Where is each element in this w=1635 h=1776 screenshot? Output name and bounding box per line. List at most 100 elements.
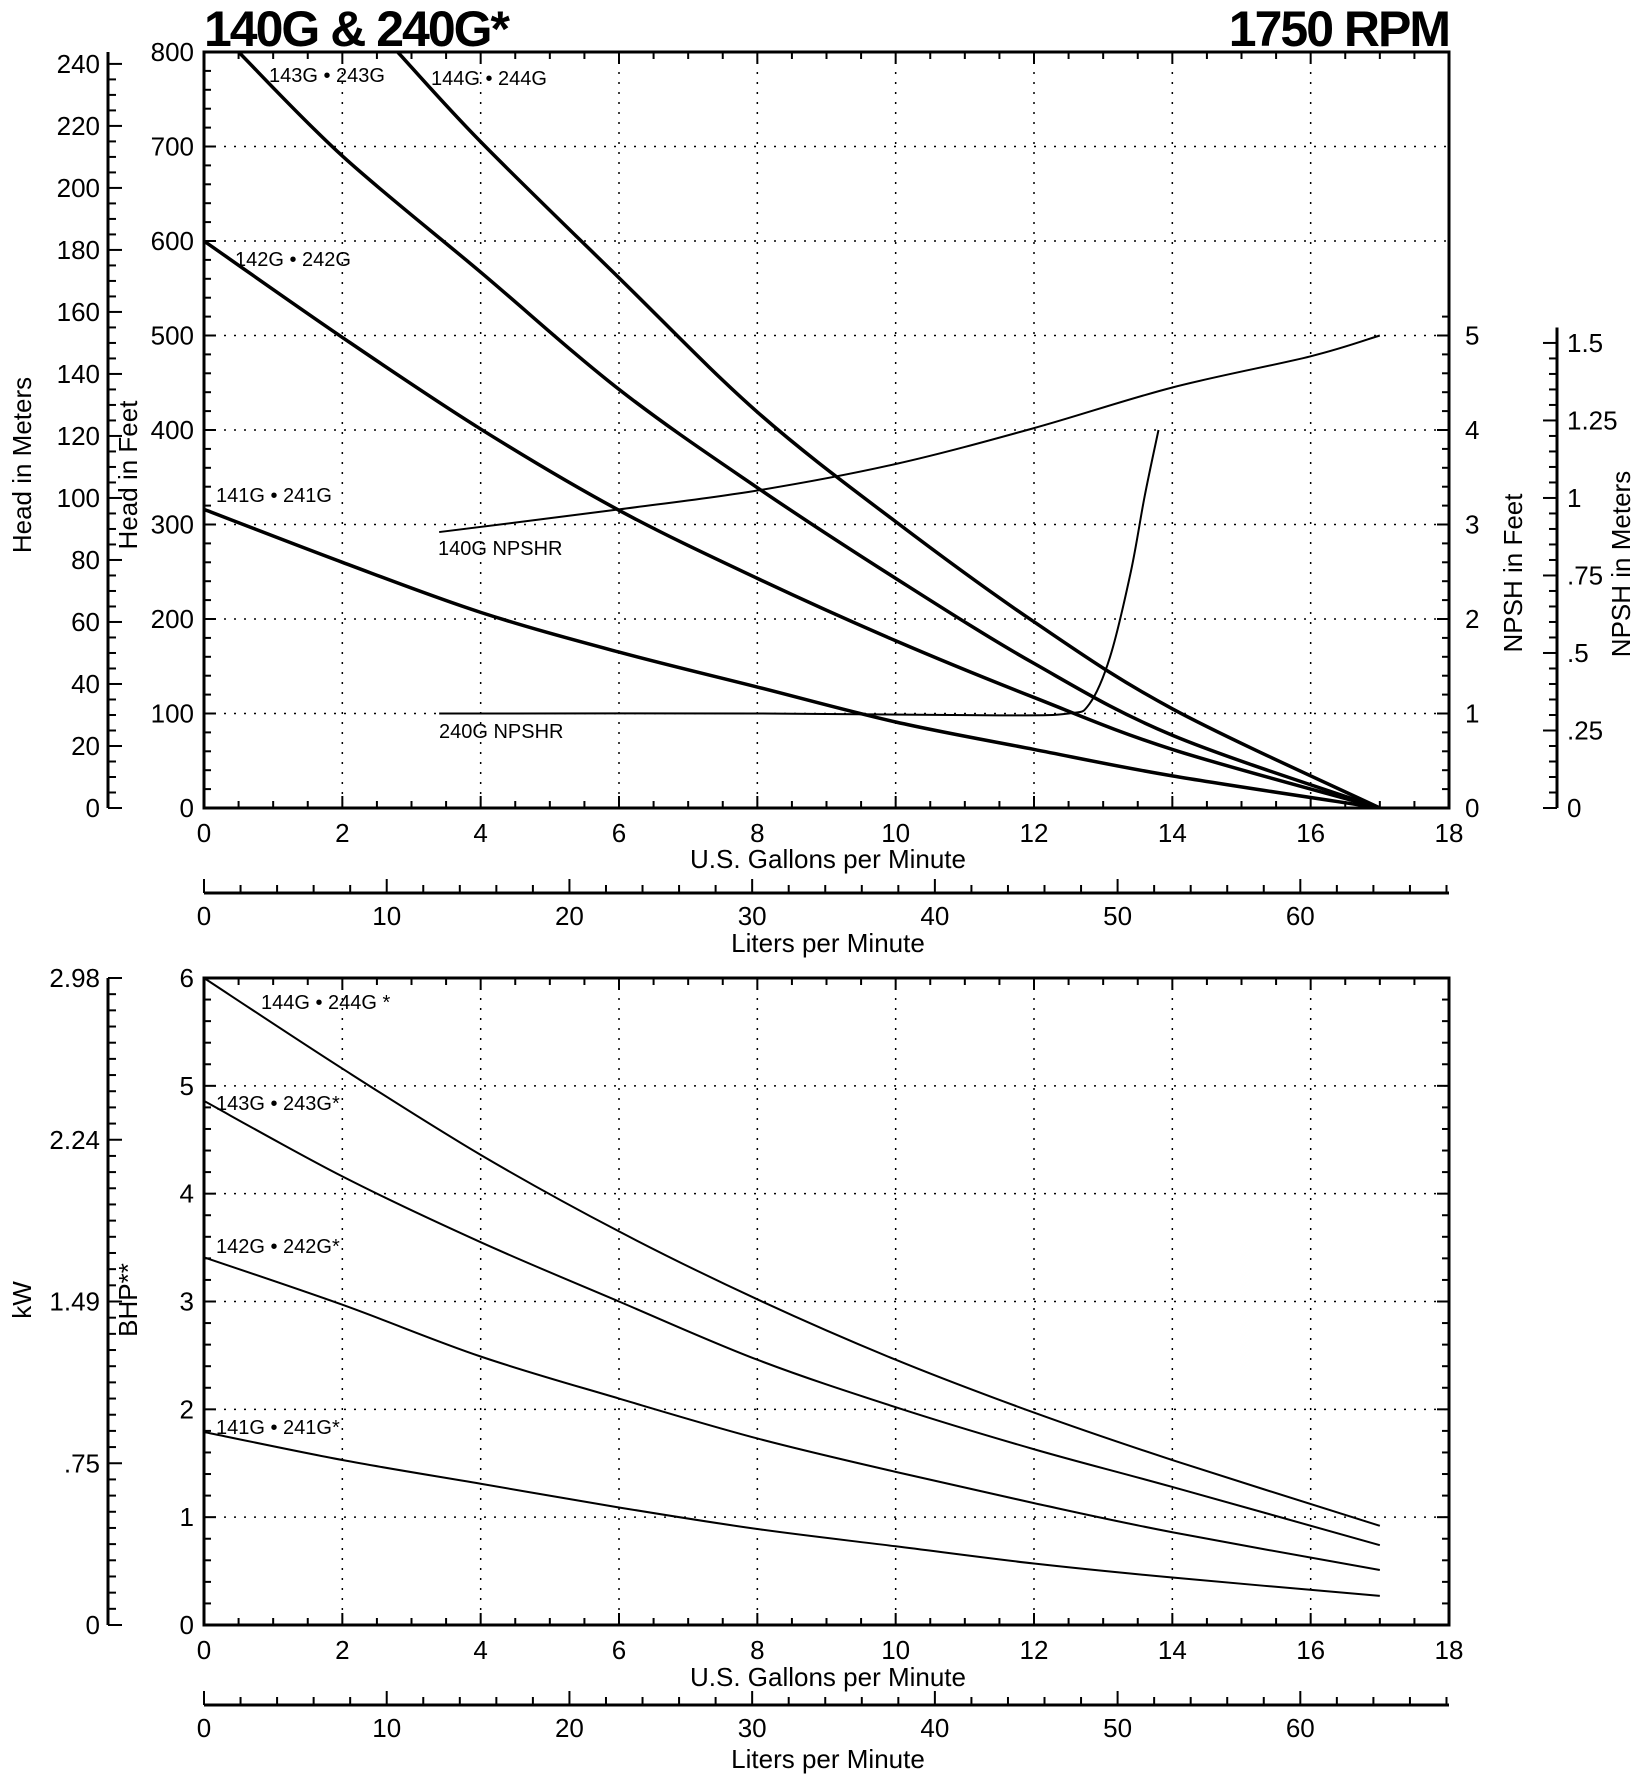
lpm-tick-label: 40 [920, 901, 949, 931]
npsh-ft-tick-label: 4 [1465, 415, 1479, 445]
npsh-m-tick-label: 1.5 [1567, 328, 1603, 358]
x-tick-label: 18 [1435, 818, 1464, 848]
y-axis-title-kw: kW [7, 1281, 37, 1319]
x-tick-label: 12 [1020, 818, 1049, 848]
x-tick-label: 14 [1158, 1635, 1187, 1665]
y-tick-label-bhp: 6 [180, 963, 194, 993]
y-tick-label-bhp: 4 [180, 1179, 194, 1209]
x-axis-title-lpm-bottom: Liters per Minute [731, 1744, 925, 1774]
npsh-ft-tick-label: 3 [1465, 510, 1479, 540]
lpm-tick-label: 50 [1103, 1713, 1132, 1743]
lpm-tick-label: 50 [1103, 901, 1132, 931]
lpm-tick-label: 0 [197, 901, 211, 931]
npsh-ft-tick-label: 0 [1465, 793, 1479, 823]
curve-140g-npshr [439, 334, 1381, 534]
y-tick-label-feet: 400 [151, 415, 194, 445]
y-tick-label-meters: 180 [57, 235, 100, 265]
x-axis-title-lpm-top: Liters per Minute [731, 928, 925, 958]
x-tick-label: 16 [1296, 1635, 1325, 1665]
curve-142g-bhp [203, 1256, 1381, 1571]
curve-label-142g-bhp: 142G • 242G* [216, 1236, 340, 1258]
x-tick-label: 2 [335, 818, 349, 848]
npsh-ft-tick-label: 5 [1465, 321, 1479, 351]
y-tick-label-feet: 300 [151, 510, 194, 540]
y-tick-label-meters: 100 [57, 483, 100, 513]
kw-tick-label: .75 [64, 1448, 100, 1478]
y-tick-label-meters: 0 [86, 793, 100, 823]
plot-frame-bottom [202, 976, 1451, 1627]
y-tick-label-meters: 60 [71, 607, 100, 637]
y-axis-title-feet: Head in Feet [113, 400, 143, 550]
curve-141g-head [204, 507, 1381, 808]
y-tick-label-bhp: 1 [180, 1502, 194, 1532]
y-tick-label-feet: 800 [151, 37, 194, 67]
x-axis-title-gpm-bottom: U.S. Gallons per Minute [690, 1662, 966, 1692]
curve-label-140g-npshr: 140G NPSHR [438, 538, 563, 560]
y-tick-label-bhp: 0 [180, 1610, 194, 1640]
y-tick-label-meters: 200 [57, 173, 100, 203]
y-tick-label-feet: 200 [151, 604, 194, 634]
y-tick-label-bhp: 2 [180, 1394, 194, 1424]
kw-tick-label: 1.49 [49, 1287, 100, 1317]
y-tick-label-bhp: 3 [180, 1287, 194, 1317]
curve-label-141g-bhp: 141G • 241G* [216, 1417, 340, 1439]
x-tick-label: 16 [1296, 818, 1325, 848]
y-tick-label-meters: 120 [57, 421, 100, 451]
x-tick-label: 0 [197, 818, 211, 848]
curve-142g-head [204, 239, 1381, 808]
lpm-tick-label: 10 [372, 901, 401, 931]
kw-tick-label: 0 [86, 1610, 100, 1640]
lpm-tick-label: 20 [555, 1713, 584, 1743]
lpm-tick-label: 30 [738, 1713, 767, 1743]
y-tick-label-feet: 100 [151, 699, 194, 729]
y-tick-label-meters: 140 [57, 359, 100, 389]
curve-141g-bhp [203, 1430, 1380, 1597]
npsh-m-tick-label: 1 [1567, 483, 1581, 513]
y-tick-label-meters: 160 [57, 297, 100, 327]
y-axis-title-npsh-meters: NPSH in Meters [1606, 471, 1635, 657]
curve-label-143g: 143G • 243G [269, 65, 385, 87]
x-tick-label: 4 [473, 818, 487, 848]
x-tick-label: 8 [750, 818, 764, 848]
curve-144g-bhp [203, 977, 1381, 1527]
x-tick-label: 6 [612, 818, 626, 848]
y-tick-label-feet: 700 [151, 132, 194, 162]
curve-240g-npshr [439, 429, 1160, 717]
npsh-m-tick-label: 0 [1567, 793, 1581, 823]
lpm-tick-label: 20 [555, 901, 584, 931]
npsh-ft-tick-label: 2 [1465, 604, 1479, 634]
x-tick-label: 18 [1435, 1635, 1464, 1665]
x-tick-label: 2 [335, 1635, 349, 1665]
chart-subtitle: 1750 RPM [1229, 1, 1449, 57]
lpm-tick-label: 0 [197, 1713, 211, 1743]
kw-tick-label: 2.98 [49, 963, 100, 993]
y-tick-label-feet: 0 [180, 793, 194, 823]
y-tick-label-meters: 40 [71, 669, 100, 699]
curve-label-143g-bhp: 143G • 243G* [216, 1093, 340, 1115]
y-tick-label-bhp: 5 [180, 1071, 194, 1101]
plot-frame-top [202, 50, 1451, 810]
lpm-tick-label: 60 [1286, 1713, 1315, 1743]
y-axis-title-meters: Head in Meters [7, 377, 37, 553]
x-tick-label: 12 [1020, 1635, 1049, 1665]
y-tick-label-meters: 240 [57, 49, 100, 79]
curve-label-240g-npshr: 240G NPSHR [439, 721, 564, 743]
lpm-tick-label: 60 [1286, 901, 1315, 931]
npsh-m-tick-label: .25 [1567, 715, 1603, 745]
curve-144g-head [396, 52, 1381, 808]
x-tick-label: 14 [1158, 818, 1187, 848]
y-tick-label-feet: 600 [151, 226, 194, 256]
kw-tick-label: 2.24 [49, 1125, 100, 1155]
curve-label-144g: 144G • 244G [431, 68, 547, 90]
lpm-tick-label: 10 [372, 1713, 401, 1743]
x-tick-label: 6 [612, 1635, 626, 1665]
x-axis-title-gpm-top: U.S. Gallons per Minute [690, 844, 966, 874]
curve-143g-bhp [203, 1100, 1381, 1547]
curve-label-142g: 142G • 242G [235, 249, 351, 271]
y-tick-label-meters: 80 [71, 545, 100, 575]
y-tick-label-feet: 500 [151, 321, 194, 351]
x-tick-label: 4 [473, 1635, 487, 1665]
y-axis-title-npsh-feet: NPSH in Feet [1498, 493, 1528, 653]
